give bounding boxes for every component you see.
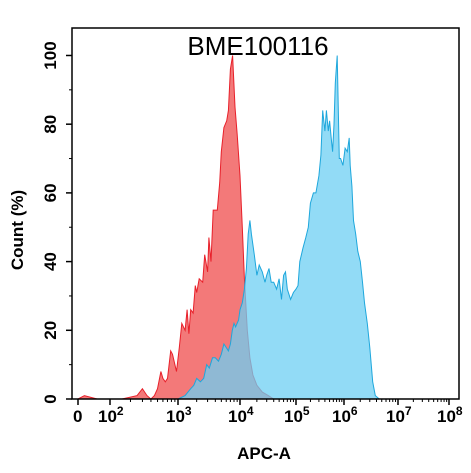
x-tick-label: 102	[98, 404, 124, 426]
series-layer	[77, 55, 449, 400]
y-tick-label: 40	[41, 252, 60, 271]
histogram-series-1	[77, 55, 449, 400]
y-tick-label: 0	[41, 394, 60, 403]
ticks-layer: 0 102 103 104 105 106 107 108 0 20 40 60 80 100	[41, 41, 463, 426]
x-tick-label: 108	[437, 404, 463, 426]
x-tick-label: 104	[228, 404, 254, 426]
histogram-series-2	[177, 55, 449, 400]
y-tick-label: 60	[41, 183, 60, 202]
plot-frame	[71, 27, 460, 400]
x-tick-label: 0	[73, 407, 82, 426]
x-tick-label: 105	[284, 404, 310, 426]
y-tick-label: 20	[41, 321, 60, 340]
y-tick-label: 100	[41, 41, 60, 69]
y-axis-title: Count (%)	[8, 190, 27, 270]
x-axis-title: APC-A	[237, 444, 291, 463]
y-tick-label: 80	[41, 115, 60, 134]
x-tick-label: 106	[332, 404, 358, 426]
x-tick-label: 103	[166, 404, 192, 426]
chart-title: BME100116	[187, 31, 328, 61]
x-tick-label: 107	[386, 404, 412, 426]
